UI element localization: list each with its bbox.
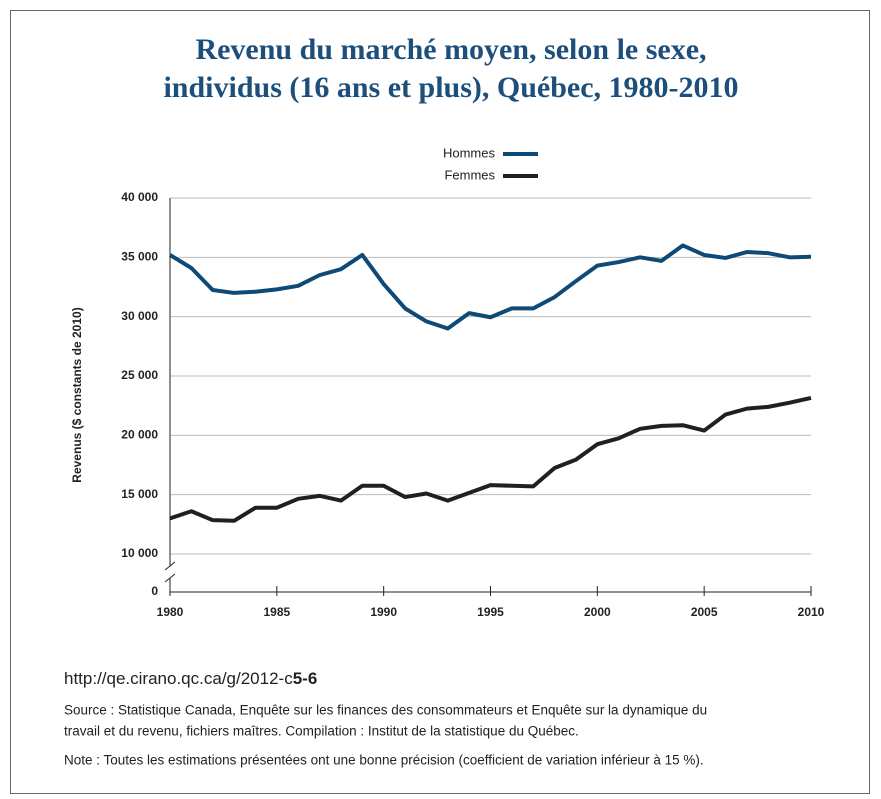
axis-break <box>164 561 176 583</box>
y-tick-label: 20 000 <box>121 428 158 442</box>
source: Source : Statistique Canada, Enquête sur… <box>64 703 707 718</box>
url-code: 5-6 <box>293 669 318 688</box>
y-tick-label: 15 000 <box>121 487 158 501</box>
y-tick-label: 35 000 <box>121 250 158 264</box>
line <box>168 243 812 331</box>
url-prefix: http://qe.cirano.qc.ca/g/2012-c <box>64 669 293 688</box>
chart-title: individus (16 ans et plus), Québec, 1980… <box>163 71 738 104</box>
legend-label: Hommes <box>443 145 496 160</box>
y-tick-label: 10 000 <box>121 546 158 560</box>
x-tick-label: 2000 <box>584 605 611 619</box>
x-tick-label: 1990 <box>370 605 397 619</box>
legend-label: Femmes <box>444 167 495 182</box>
x-tick-label: 2010 <box>798 605 825 619</box>
x-tick-label: 1995 <box>477 605 504 619</box>
y-axis-label: Revenus ($ constants de 2010) <box>70 307 84 482</box>
chart-title: Revenu du marché moyen, selon le sexe, <box>195 33 706 66</box>
y-tick-label: 30 000 <box>121 309 158 323</box>
url: http://qe.cirano.qc.ca/g/2012-c5-6 <box>64 669 317 688</box>
y-tick-label: 0 <box>151 584 158 598</box>
line <box>169 396 812 523</box>
y-tick-label: 25 000 <box>121 368 158 382</box>
note: Note : Toutes les estimations présentées… <box>64 753 704 768</box>
x-tick-label: 1985 <box>263 605 290 619</box>
y-tick-label: 40 000 <box>121 190 158 204</box>
x-tick-label: 2005 <box>691 605 718 619</box>
x-tick-label: 1980 <box>157 605 184 619</box>
source: travail et du revenu, fichiers maîtres. … <box>64 724 579 739</box>
